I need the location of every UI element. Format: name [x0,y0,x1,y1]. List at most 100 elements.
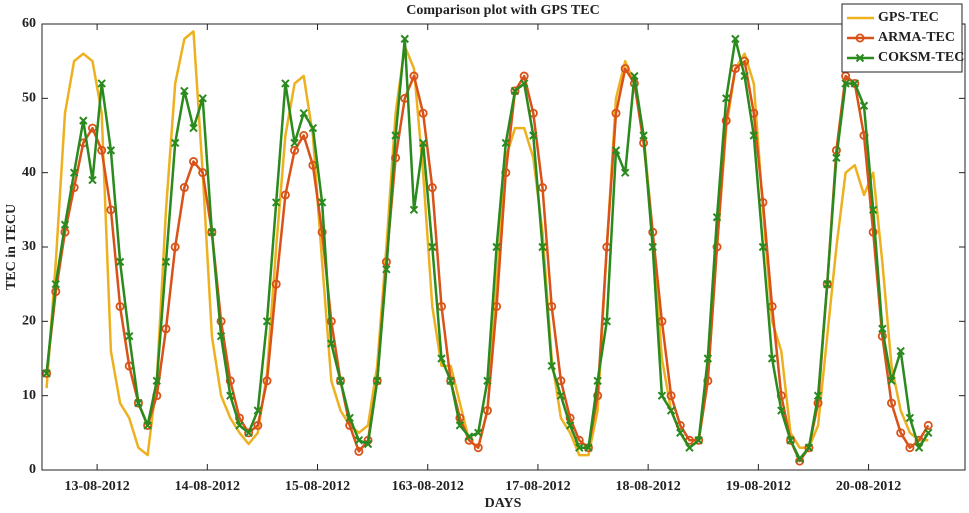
y-tick-label: 40 [22,165,36,180]
point-marker [620,64,630,74]
point-marker [345,413,354,423]
legend-label: GPS-TEC [878,10,939,25]
point-marker [556,391,566,400]
point-marker [676,428,685,438]
point-marker [703,354,713,363]
plot-frame [41,23,966,471]
point-marker [565,421,575,430]
point-marker [161,324,171,334]
point-marker [482,406,492,416]
point-marker [198,168,208,178]
x-tick-label: 13-08-2012 [64,479,129,494]
point-marker [106,205,116,215]
point-marker [226,391,235,400]
point-marker [519,71,529,81]
point-marker [391,153,401,163]
y-tick-label: 30 [22,239,36,254]
point-marker [868,205,878,215]
point-marker [620,168,630,177]
chart-title: Comparison plot with GPS TEC [406,3,599,18]
point-marker [189,123,198,133]
point-marker [510,86,520,96]
point-marker [79,116,88,125]
point-marker [271,198,281,207]
x-tick-label: 163-08-2012 [392,479,464,494]
point-marker [262,376,272,386]
point-marker [271,279,281,289]
point-marker [189,157,199,167]
point-marker [878,324,887,333]
point-marker [134,398,143,408]
point-marker [924,428,933,438]
point-marker [501,138,511,148]
point-marker [593,391,603,401]
point-marker [409,205,419,215]
point-marker [281,79,290,88]
point-marker [88,175,97,185]
point-marker [170,138,180,148]
point-marker [97,79,106,88]
y-tick-label: 10 [22,388,36,403]
point-marker [290,145,300,155]
point-marker [712,213,722,222]
point-marker [317,198,327,207]
point-marker [391,131,400,140]
point-marker [143,421,152,430]
point-marker [336,376,345,386]
point-marker [409,71,419,81]
point-marker [767,354,777,363]
point-marker [464,432,474,441]
point-marker [473,443,483,453]
point-marker [427,183,437,193]
point-marker [887,398,897,408]
point-marker [106,146,116,155]
x-tick-label: 18-08-2012 [615,479,680,494]
point-marker [823,279,832,289]
point-marker [418,108,428,118]
point-marker [547,361,556,371]
point-marker [813,391,823,400]
point-marker [584,443,593,452]
point-marker [299,108,308,118]
point-marker [923,420,933,430]
point-marker [69,168,79,177]
x-tick-label: 19-08-2012 [726,479,791,494]
point-marker [437,354,446,363]
point-marker [418,138,428,148]
point-marker [216,331,226,341]
point-marker [42,369,51,378]
point-marker [740,71,749,81]
point-marker [896,346,905,356]
point-marker [161,257,171,267]
y-tick-label: 0 [29,462,36,477]
point-marker [207,227,217,237]
point-marker [373,376,382,386]
point-marker [152,376,162,386]
point-marker [363,439,373,449]
point-marker [88,123,98,133]
x-axis-label: DAYS [485,496,522,511]
point-marker [400,34,409,44]
point-marker [244,428,253,438]
point-marker [244,428,254,438]
point-marker [905,443,915,453]
point-marker [308,123,318,133]
point-marker [602,317,612,326]
point-marker [317,227,327,237]
point-marker [868,227,878,237]
point-marker [648,242,657,252]
point-marker [474,428,483,438]
y-tick-label: 50 [22,91,36,106]
point-marker [115,301,125,311]
point-marker [832,153,841,163]
point-marker [125,331,134,341]
point-marker [685,443,694,452]
point-marker [235,421,244,430]
point-marker [290,138,299,148]
point-marker [859,101,869,110]
point-marker [777,406,786,415]
point-marker [519,79,529,88]
point-marker [538,183,548,193]
